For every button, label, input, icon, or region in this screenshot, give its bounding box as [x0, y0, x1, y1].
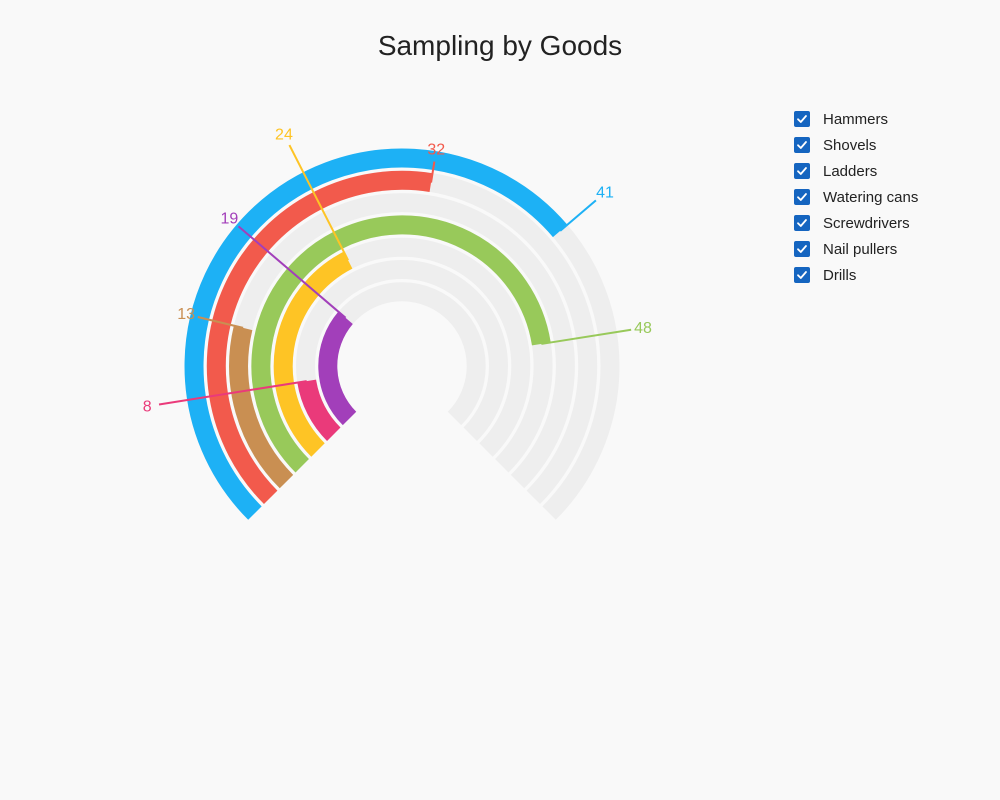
checkmark-icon — [797, 115, 807, 123]
checkbox-checked-icon[interactable] — [794, 111, 810, 127]
checkmark-icon — [797, 141, 807, 149]
bar-drills[interactable] — [318, 311, 357, 426]
data-label-ladders: 13 — [177, 306, 195, 323]
data-label-shovels: 32 — [427, 142, 445, 159]
bar-shovels[interactable] — [206, 170, 433, 505]
leader-line-screwdrivers — [288, 144, 349, 261]
leader-line-ladders — [197, 316, 244, 329]
leader-line-drills — [237, 225, 347, 319]
data-label-nail-pullers: 8 — [143, 398, 152, 415]
legend: Hammers Shovels Ladders Watering cans Screwd… — [794, 106, 918, 288]
checkbox-checked-icon[interactable] — [794, 267, 810, 283]
leader-line-watering-cans — [541, 328, 632, 345]
leader-line-group — [158, 144, 632, 406]
checkmark-icon — [797, 271, 807, 279]
legend-label: Hammers — [823, 110, 889, 128]
legend-item-hammers[interactable]: Hammers — [794, 106, 918, 132]
legend-item-watering-cans[interactable]: Watering cans — [794, 184, 918, 210]
legend-item-ladders[interactable]: Ladders — [794, 158, 918, 184]
legend-item-drills[interactable]: Drills — [794, 262, 918, 288]
checkbox-checked-icon[interactable] — [794, 241, 810, 257]
leader-line-shovels — [430, 161, 436, 183]
data-label-drills: 19 — [220, 211, 238, 228]
data-label-screwdrivers: 24 — [275, 126, 293, 143]
checkmark-icon — [797, 219, 807, 227]
legend-item-nail-pullers[interactable]: Nail pullers — [794, 236, 918, 262]
checkmark-icon — [797, 245, 807, 253]
legend-item-screwdrivers[interactable]: Screwdrivers — [794, 210, 918, 236]
chart-title: Sampling by Goods — [377, 30, 623, 61]
legend-label: Ladders — [823, 162, 878, 180]
data-label-hammers: 41 — [596, 185, 614, 202]
legend-label: Screwdrivers — [823, 214, 910, 232]
checkbox-checked-icon[interactable] — [794, 215, 810, 231]
legend-label: Nail pullers — [823, 240, 898, 258]
legend-label: Watering cans — [823, 188, 919, 206]
data-label-group: 41 32 13 48 24 8 19 — [143, 126, 652, 415]
track-drills — [318, 282, 486, 426]
legend-label: Drills — [823, 266, 857, 284]
checkbox-checked-icon[interactable] — [794, 137, 810, 153]
legend-label: Shovels — [823, 136, 877, 154]
bar-hammers[interactable] — [184, 148, 568, 520]
bar-screwdrivers[interactable] — [273, 251, 353, 457]
leader-line-hammers — [559, 199, 597, 232]
data-label-watering-cans: 48 — [634, 320, 652, 337]
leader-line-nail-pullers — [158, 380, 307, 406]
checkbox-checked-icon[interactable] — [794, 189, 810, 205]
checkmark-icon — [797, 193, 807, 201]
legend-item-shovels[interactable]: Shovels — [794, 132, 918, 158]
bar-nail-pullers[interactable] — [297, 379, 341, 441]
checkbox-checked-icon[interactable] — [794, 163, 810, 179]
track-nail-pullers — [296, 260, 508, 441]
bar-ladders[interactable] — [229, 325, 294, 489]
checkmark-icon — [797, 167, 807, 175]
